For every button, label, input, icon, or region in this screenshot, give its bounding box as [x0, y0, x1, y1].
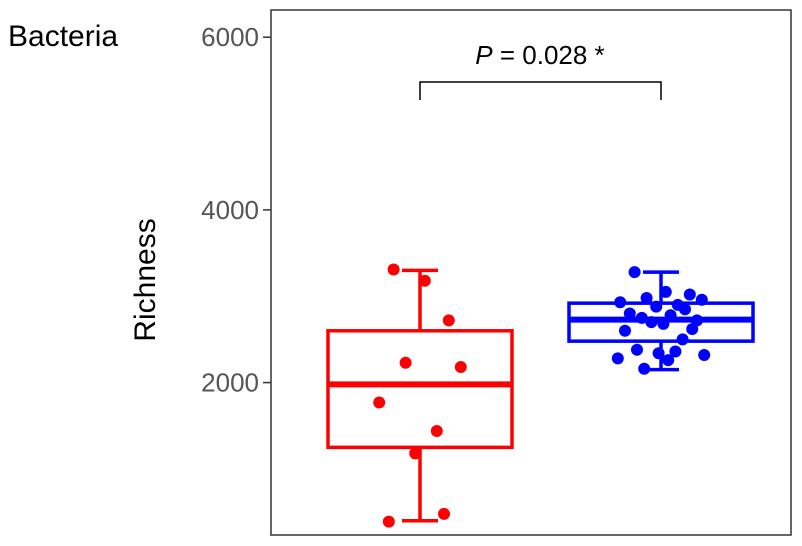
data-point: [679, 303, 691, 316]
data-point: [698, 348, 711, 361]
data-point: [657, 317, 670, 330]
data-point: [650, 300, 663, 313]
data-point: [442, 314, 455, 327]
data-point: [631, 343, 643, 356]
significance-bracket: [419, 81, 662, 100]
data-point: [454, 361, 467, 374]
data-point: [382, 515, 395, 528]
data-point: [686, 323, 699, 336]
p-symbol: P: [475, 40, 493, 70]
y-tick-label: 2000: [201, 368, 259, 398]
data-point: [695, 293, 708, 306]
data-point: [399, 356, 412, 369]
data-point: [373, 396, 386, 409]
points-layer: [373, 263, 711, 528]
data-point: [683, 288, 696, 301]
data-point: [387, 263, 400, 276]
data-point: [418, 274, 431, 287]
y-axis: 2000 4000 6000: [201, 22, 271, 398]
data-point: [652, 347, 665, 360]
significance-annotation: P = 0.028 *: [419, 40, 662, 100]
y-tick-label: 6000: [201, 22, 259, 52]
data-point: [659, 285, 672, 298]
data-point: [640, 291, 653, 304]
data-point: [645, 316, 658, 329]
data-point: [430, 424, 443, 437]
data-point: [664, 309, 677, 322]
p-value-text: = 0.028 *: [493, 40, 605, 70]
y-axis-title: Richness: [129, 218, 162, 341]
data-point: [628, 266, 641, 279]
iqr-box: [326, 329, 514, 450]
data-point: [669, 345, 682, 358]
data-point: [623, 307, 636, 320]
data-point: [619, 324, 631, 337]
data-point: [614, 296, 627, 309]
data-point: [676, 333, 689, 346]
p-value-label: P = 0.028 *: [475, 40, 604, 70]
plot-panel-border: [270, 9, 792, 536]
data-point: [438, 507, 450, 520]
data-point: [662, 354, 675, 367]
data-point: [611, 352, 624, 365]
panel-label: Bacteria: [8, 20, 118, 53]
data-point: [635, 311, 648, 324]
data-point: [638, 362, 651, 375]
y-tick-label: 4000: [201, 195, 259, 225]
data-point: [409, 447, 422, 460]
